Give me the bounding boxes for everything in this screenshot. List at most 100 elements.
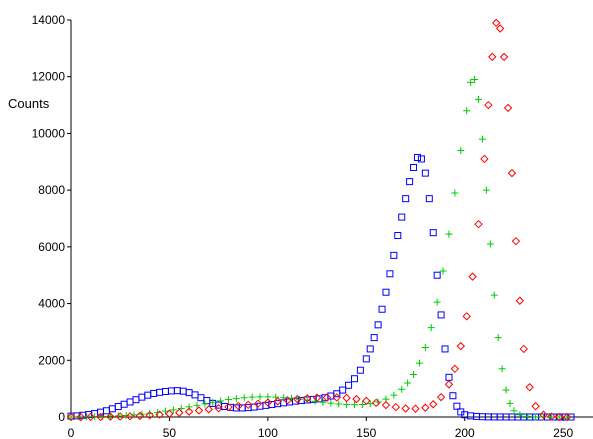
data-point-diamond	[503, 103, 513, 113]
data-point-square	[161, 387, 169, 395]
data-point-diamond	[474, 219, 483, 229]
data-point-plus	[122, 411, 130, 419]
data-point-plus	[398, 385, 406, 393]
x-tick-label: 150	[356, 426, 376, 439]
data-point-plus	[193, 401, 201, 409]
data-point-diamond	[204, 405, 214, 414]
data-point-diamond	[184, 407, 194, 416]
data-point-diamond	[495, 24, 505, 33]
data-point-square	[417, 155, 425, 163]
data-point-square	[453, 402, 461, 410]
data-point-square	[410, 163, 418, 171]
data-point-square	[425, 195, 433, 203]
data-point-plus	[498, 365, 506, 373]
data-point-square	[256, 402, 264, 410]
data-point-diamond	[76, 412, 86, 422]
data-point-diamond	[175, 408, 184, 417]
data-point-plus	[547, 413, 555, 421]
data-point-diamond	[263, 398, 273, 407]
data-point-square	[333, 390, 341, 398]
data-point-diamond	[421, 403, 430, 412]
data-point-square	[191, 391, 199, 399]
data-point-diamond	[484, 100, 493, 110]
data-point-diamond	[86, 412, 95, 422]
data-point-plus	[539, 413, 547, 421]
data-point-diamond	[273, 397, 282, 406]
data-point-diamond	[283, 396, 292, 405]
data-point-diamond	[531, 402, 540, 411]
data-point-diamond	[96, 412, 105, 422]
data-point-diamond	[436, 392, 446, 402]
data-point-diamond	[352, 394, 361, 404]
data-point-square	[156, 388, 164, 396]
data-point-square	[406, 178, 414, 186]
data-point-diamond	[411, 404, 420, 413]
data-point-plus	[146, 409, 154, 417]
data-point-plus	[335, 400, 343, 408]
series-plus	[67, 76, 571, 421]
data-point-diamond	[547, 412, 556, 421]
data-point-diamond	[293, 394, 302, 404]
data-point-plus	[169, 406, 177, 414]
data-point-plus	[421, 344, 429, 352]
x-tick-label: 250	[553, 426, 573, 439]
data-point-square	[132, 396, 140, 404]
data-point-plus	[467, 78, 475, 86]
data-point-plus	[494, 334, 502, 342]
data-point-square	[167, 387, 175, 395]
data-point-plus	[415, 359, 423, 367]
data-point-plus	[502, 386, 510, 394]
data-point-square	[138, 393, 146, 401]
data-point-plus	[350, 401, 358, 409]
data-point-plus	[404, 379, 412, 387]
data-point-diamond	[462, 312, 471, 321]
data-point-diamond	[499, 52, 509, 62]
data-point-plus	[532, 413, 540, 421]
data-point-square	[350, 375, 358, 383]
y-tick-label: 4000	[38, 297, 65, 311]
data-point-plus	[475, 95, 483, 103]
data-point-square	[120, 400, 128, 408]
data-point-plus	[427, 324, 435, 332]
data-point-plus	[240, 394, 248, 402]
data-point-square	[114, 403, 122, 411]
data-point-diamond	[401, 404, 410, 413]
data-point-diamond	[429, 400, 438, 409]
data-point-diamond	[322, 393, 332, 402]
data-point-diamond	[155, 410, 164, 419]
axes	[70, 20, 593, 418]
data-point-diamond	[224, 402, 233, 412]
data-point-plus	[366, 400, 374, 408]
data-point-diamond	[135, 411, 145, 421]
data-point-plus	[67, 413, 75, 421]
data-point-square	[356, 366, 364, 374]
data-point-plus	[516, 411, 524, 419]
data-point-square	[390, 251, 398, 259]
data-point-square	[374, 321, 382, 329]
data-point-diamond	[562, 412, 572, 422]
data-point-plus	[248, 393, 256, 401]
data-point-plus	[471, 76, 479, 84]
data-point-diamond	[515, 296, 525, 305]
data-point-square	[370, 334, 378, 342]
data-point-square	[437, 311, 445, 319]
data-point-square	[102, 407, 110, 415]
x-tick-label: 0	[68, 426, 75, 439]
data-point-square	[108, 405, 116, 413]
y-tick-label: 12000	[32, 70, 66, 84]
data-point-diamond	[450, 364, 460, 374]
data-point-diamond	[468, 272, 477, 281]
data-point-square	[473, 412, 481, 420]
data-point-diamond	[525, 383, 534, 392]
data-point-square	[185, 389, 193, 397]
y-axis-title: Counts	[8, 96, 50, 111]
data-point-plus	[154, 408, 162, 416]
data-point-plus	[232, 395, 240, 403]
x-tick-label: 200	[455, 426, 475, 439]
data-point-diamond	[371, 398, 381, 408]
data-point-diamond	[342, 393, 351, 403]
data-point-plus	[457, 146, 465, 154]
data-point-square	[274, 400, 282, 408]
data-point-square	[150, 389, 158, 397]
